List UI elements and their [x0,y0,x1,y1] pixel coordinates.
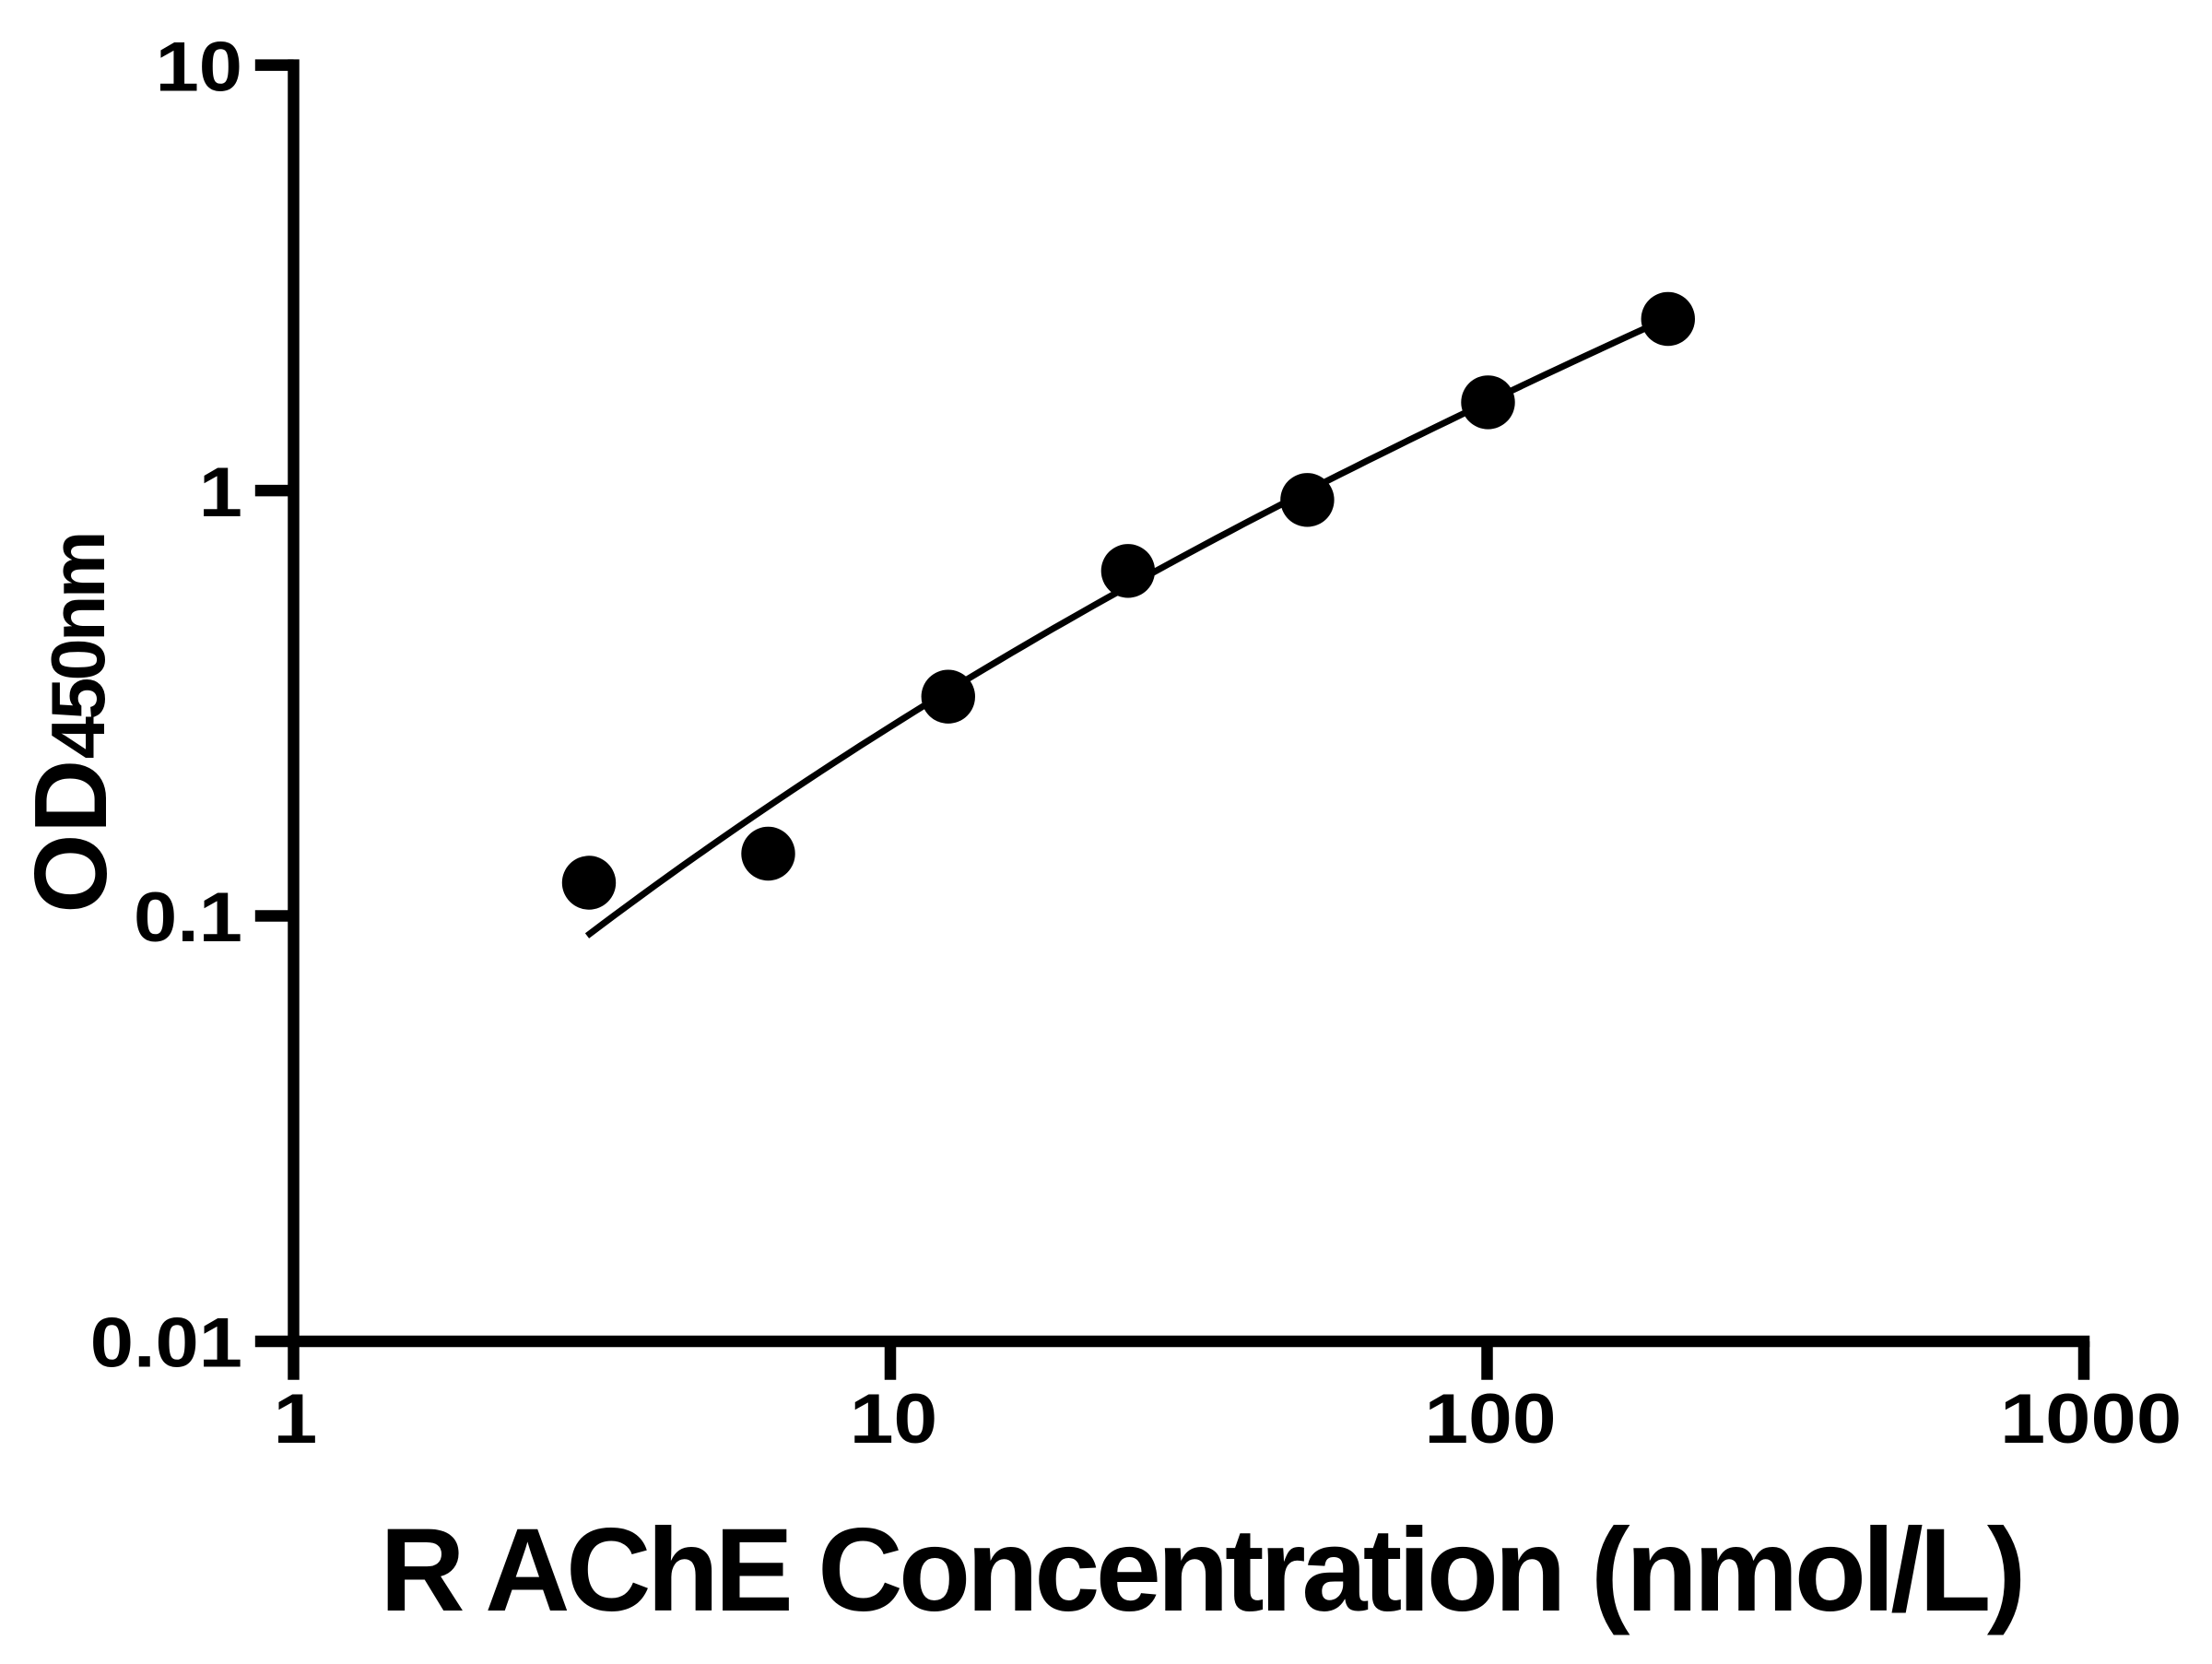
svg-text:0.1: 0.1 [134,879,242,957]
svg-text:R AChE Concentration (nmol/L): R AChE Concentration (nmol/L) [380,1505,2022,1636]
svg-text:0.01: 0.01 [90,1304,242,1383]
svg-text:OD450nm: OD450nm [14,534,128,913]
svg-text:1000: 1000 [2000,1379,2182,1458]
svg-text:10: 10 [156,28,242,106]
svg-text:1: 1 [274,1379,318,1458]
svg-text:10: 10 [850,1379,937,1458]
svg-text:1: 1 [199,454,242,532]
svg-text:100: 100 [1425,1379,1557,1458]
